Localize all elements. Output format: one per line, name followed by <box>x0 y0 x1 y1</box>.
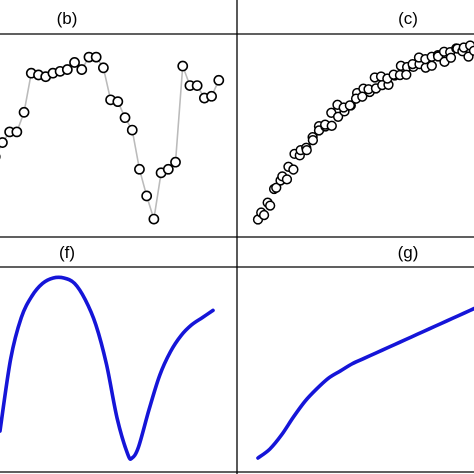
panel-c-point-31 <box>344 100 356 111</box>
panel-c-point-63 <box>445 52 457 63</box>
panel-c-point-35 <box>357 91 368 102</box>
panel-c-plot <box>252 40 474 225</box>
panel-g-plot <box>256 306 474 460</box>
panel-c-point-70 <box>468 45 474 56</box>
panel-b-point-25 <box>162 163 174 175</box>
panel-c-point-10 <box>281 174 293 185</box>
panel-c-point-19 <box>307 135 319 146</box>
panel-b-point-11 <box>61 64 73 75</box>
panel-b-point-15 <box>90 51 102 63</box>
panel-c-point-17 <box>301 144 312 156</box>
panel-b-point-16 <box>97 62 109 74</box>
panel-c-title: (c) <box>398 9 418 28</box>
panel-c-point-26 <box>332 111 344 122</box>
panel-b-point-27 <box>177 60 189 72</box>
panel-b-point-2 <box>0 137 8 148</box>
panel-b-point-12 <box>69 57 80 68</box>
panel-f-curve <box>0 275 215 461</box>
panel-b-point-19 <box>119 112 131 124</box>
panel-c-point-49 <box>401 69 412 80</box>
panel-b-point-23 <box>148 213 160 225</box>
panel-f-plot <box>0 275 215 461</box>
panel-b-point-18 <box>112 96 124 108</box>
panel-c-point-56 <box>426 60 437 71</box>
panel-b-point-32 <box>213 74 225 86</box>
panel-c-point-5 <box>265 200 276 211</box>
panel-c-point-3 <box>258 209 270 221</box>
panel-c-point-12 <box>288 164 299 175</box>
panel-b-point-21 <box>134 163 145 175</box>
panel-b-title: (b) <box>57 9 78 28</box>
panel-f-title: (f) <box>59 243 75 262</box>
panel-g-title: (g) <box>398 243 419 262</box>
panel-g-curve <box>256 306 474 460</box>
panel-b-point-13 <box>76 64 88 75</box>
panel-c-point-7 <box>271 182 282 193</box>
panel-b-point-31 <box>206 90 217 102</box>
panel-b-plot <box>0 51 225 225</box>
panel-b-point-5 <box>18 106 30 118</box>
panel-c-point-24 <box>326 120 337 131</box>
panel-b-point-20 <box>126 124 138 136</box>
panel-b-point-22 <box>141 190 153 202</box>
panel-b-point-4 <box>11 126 23 138</box>
panel-b-point-26 <box>170 156 181 168</box>
panel-b-point-29 <box>191 80 203 91</box>
